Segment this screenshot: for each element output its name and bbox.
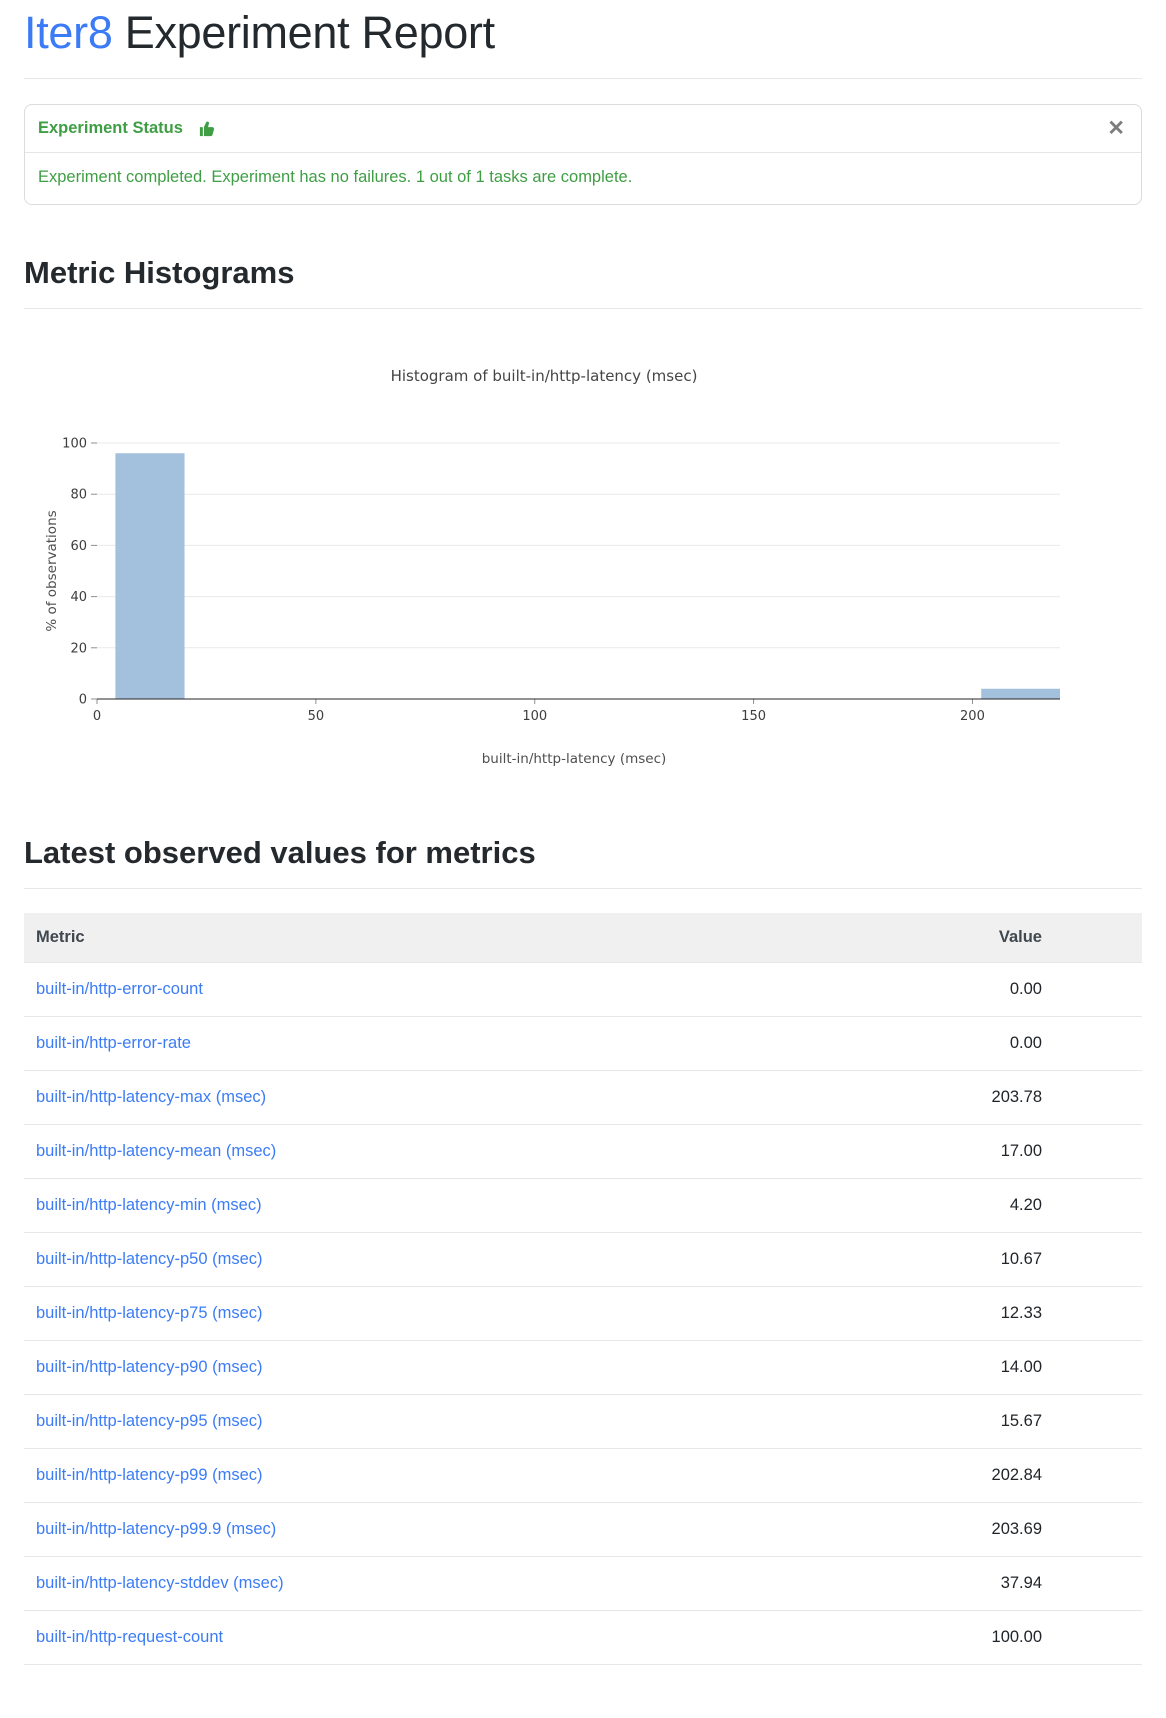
svg-text:150: 150 — [741, 709, 766, 724]
metric-value: 0.00 — [723, 962, 1142, 1017]
table-row: built-in/http-request-count 100.00 — [24, 1610, 1142, 1665]
brand-iter8: Iter8 — [24, 7, 113, 58]
metric-link[interactable]: built-in/http-latency-mean (msec) — [36, 1142, 277, 1160]
x-axis-title: built-in/http-latency (msec) — [482, 751, 667, 767]
metric-link[interactable]: built-in/http-error-rate — [36, 1034, 191, 1052]
y-axis-title: % of observations — [44, 510, 60, 631]
table-header-row: Metric Value — [24, 913, 1142, 963]
metric-cell: built-in/http-latency-p50 (msec) — [24, 1232, 724, 1287]
svg-text:80: 80 — [70, 488, 87, 503]
table-row: built-in/http-latency-min (msec) 4.20 — [24, 1178, 1142, 1233]
metric-link[interactable]: built-in/http-latency-p99.9 (msec) — [36, 1520, 277, 1538]
metric-cell: built-in/http-latency-p99 (msec) — [24, 1448, 724, 1503]
table-row: built-in/http-latency-stddev (msec) 37.94 — [24, 1556, 1142, 1611]
metric-cell: built-in/http-request-count — [24, 1610, 724, 1665]
chart-title: Histogram of built-in/http-latency (msec… — [391, 367, 698, 385]
metric-link[interactable]: built-in/http-latency-max (msec) — [36, 1088, 267, 1106]
table-row: built-in/http-latency-p75 (msec) 12.33 — [24, 1286, 1142, 1341]
svg-text:20: 20 — [70, 641, 87, 656]
page-title: Iter8 Experiment Report — [24, 6, 1142, 60]
table-row: built-in/http-latency-p90 (msec) 14.00 — [24, 1340, 1142, 1395]
metric-value: 12.33 — [723, 1286, 1142, 1341]
close-icon[interactable]: ✕ — [1107, 117, 1125, 140]
metric-value: 4.20 — [723, 1178, 1142, 1233]
metric-link[interactable]: built-in/http-latency-stddev (msec) — [36, 1574, 284, 1592]
table-row: built-in/http-latency-max (msec) 203.78 — [24, 1070, 1142, 1125]
metric-cell: built-in/http-latency-p75 (msec) — [24, 1286, 724, 1341]
metric-cell: built-in/http-latency-p95 (msec) — [24, 1394, 724, 1449]
metric-link[interactable]: built-in/http-error-count — [36, 980, 203, 998]
table-row: built-in/http-latency-p99 (msec) 202.84 — [24, 1448, 1142, 1503]
page-title-text: Experiment Report — [112, 7, 495, 58]
table-row: built-in/http-error-count 0.00 — [24, 962, 1142, 1017]
histogram-svg: Histogram of built-in/http-latency (msec… — [44, 367, 1060, 767]
metric-cell: built-in/http-error-count — [24, 962, 724, 1017]
metric-link[interactable]: built-in/http-latency-p50 (msec) — [36, 1250, 263, 1268]
metrics-table-body: built-in/http-error-count 0.00 built-in/ht… — [24, 962, 1142, 1665]
histograms-heading: Metric Histograms — [24, 255, 295, 290]
chart-bars — [115, 453, 1060, 699]
svg-text:0: 0 — [79, 693, 87, 708]
metric-value: 202.84 — [723, 1448, 1142, 1503]
metric-cell: built-in/http-latency-p90 (msec) — [24, 1340, 724, 1395]
title-divider — [24, 78, 1142, 79]
metric-value: 17.00 — [723, 1124, 1142, 1179]
latest-values-heading: Latest observed values for metrics — [24, 835, 536, 870]
metric-value: 15.67 — [723, 1394, 1142, 1449]
status-card-body: Experiment completed. Experiment has no … — [25, 153, 1141, 204]
status-card-title: Experiment Status — [38, 119, 183, 137]
metric-column-header: Metric — [24, 913, 724, 963]
metric-cell: built-in/http-latency-p99.9 (msec) — [24, 1502, 724, 1557]
svg-text:0: 0 — [93, 709, 101, 724]
metric-cell: built-in/http-error-rate — [24, 1016, 724, 1071]
table-row: built-in/http-error-rate 0.00 — [24, 1016, 1142, 1071]
metric-link[interactable]: built-in/http-latency-p75 (msec) — [36, 1304, 263, 1322]
chart-grid — [97, 442, 1060, 649]
metric-value: 14.00 — [723, 1340, 1142, 1395]
value-column-header: Value — [723, 913, 1142, 963]
metric-value: 203.69 — [723, 1502, 1142, 1557]
metric-link[interactable]: built-in/http-latency-p95 (msec) — [36, 1412, 263, 1430]
metrics-table-head: Metric Value — [24, 913, 1142, 963]
metric-link[interactable]: built-in/http-latency-p90 (msec) — [36, 1358, 263, 1376]
status-card: Experiment Status ✕ Experiment completed… — [24, 104, 1142, 205]
svg-text:100: 100 — [522, 709, 547, 724]
status-card-header: Experiment Status ✕ — [25, 105, 1141, 153]
metric-cell: built-in/http-latency-max (msec) — [24, 1070, 724, 1125]
status-message: Experiment completed. Experiment has no … — [38, 168, 633, 186]
svg-text:40: 40 — [70, 590, 87, 605]
metric-value: 0.00 — [723, 1016, 1142, 1071]
metric-value: 10.67 — [723, 1232, 1142, 1287]
metric-value: 37.94 — [723, 1556, 1142, 1611]
metric-link[interactable]: built-in/http-latency-p99 (msec) — [36, 1466, 263, 1484]
latest-values-divider — [24, 888, 1142, 889]
table-row: built-in/http-latency-mean (msec) 17.00 — [24, 1124, 1142, 1179]
chart-axes: 0 20 40 60 80 100 0 50 100 150 200 — [62, 437, 1060, 724]
metric-link[interactable]: built-in/http-latency-min (msec) — [36, 1196, 262, 1214]
metric-cell: built-in/http-latency-stddev (msec) — [24, 1556, 724, 1611]
svg-text:50: 50 — [308, 709, 325, 724]
svg-text:200: 200 — [960, 709, 985, 724]
metric-cell: built-in/http-latency-min (msec) — [24, 1178, 724, 1233]
metric-value: 203.78 — [723, 1070, 1142, 1125]
metric-link[interactable]: built-in/http-request-count — [36, 1628, 224, 1646]
table-row: built-in/http-latency-p95 (msec) 15.67 — [24, 1394, 1142, 1449]
latency-histogram-chart: Histogram of built-in/http-latency (msec… — [24, 341, 1142, 785]
table-row: built-in/http-latency-p99.9 (msec) 203.69 — [24, 1502, 1142, 1557]
report-page: Iter8 Experiment Report Experiment Statu… — [0, 6, 1166, 1665]
table-row: built-in/http-latency-p50 (msec) 10.67 — [24, 1232, 1142, 1287]
thumbs-up-icon — [198, 119, 217, 138]
histograms-divider — [24, 308, 1142, 309]
metric-value: 100.00 — [723, 1610, 1142, 1665]
svg-text:100: 100 — [62, 437, 87, 452]
svg-text:60: 60 — [70, 539, 87, 554]
metrics-table: Metric Value built-in/http-error-count 0.… — [24, 913, 1142, 1665]
metric-cell: built-in/http-latency-mean (msec) — [24, 1124, 724, 1179]
